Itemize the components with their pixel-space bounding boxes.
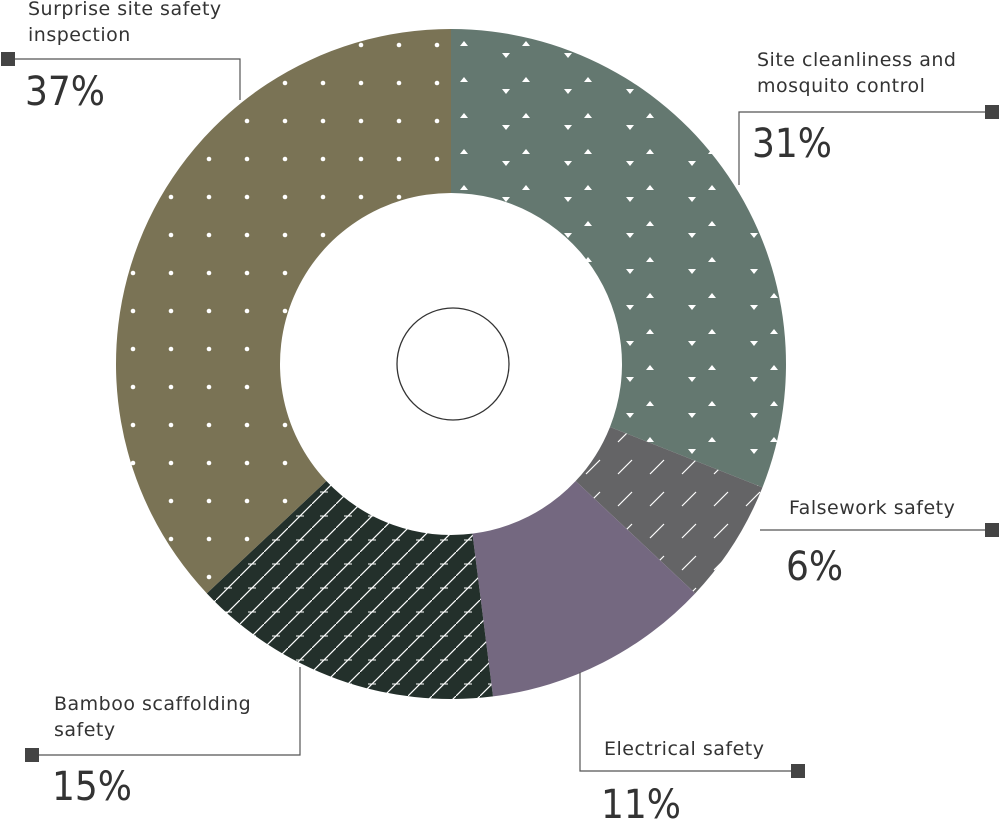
leader-marker: [25, 748, 39, 762]
leader-line: [738, 111, 992, 185]
value-label: 15%: [52, 764, 132, 810]
donut-segment: [206, 481, 493, 699]
leader-line: [579, 672, 798, 772]
leader-marker: [791, 764, 805, 778]
value-label: 37%: [25, 69, 105, 115]
donut-segment: [116, 29, 451, 594]
leader-marker: [985, 105, 999, 119]
category-label: Site cleanliness and mosquito control: [757, 49, 957, 97]
category-label: Falsework safety: [789, 497, 956, 519]
leader-marker: [985, 523, 999, 537]
value-label: 31%: [752, 121, 832, 167]
value-label: 6%: [786, 544, 844, 590]
value-label: 11%: [601, 782, 681, 821]
donut-segment: [451, 29, 786, 488]
donut-segment: [575, 426, 763, 594]
category-label: Electrical safety: [604, 738, 765, 760]
donut-segment: [472, 481, 696, 697]
leader-marker: [1, 52, 15, 66]
category-label: Bamboo scaffolding safety: [54, 693, 252, 741]
category-label: Surprise site safety inspection: [28, 0, 222, 46]
center-icon: [396, 307, 510, 421]
leader-line: [8, 58, 241, 100]
leader-line: [32, 667, 301, 756]
